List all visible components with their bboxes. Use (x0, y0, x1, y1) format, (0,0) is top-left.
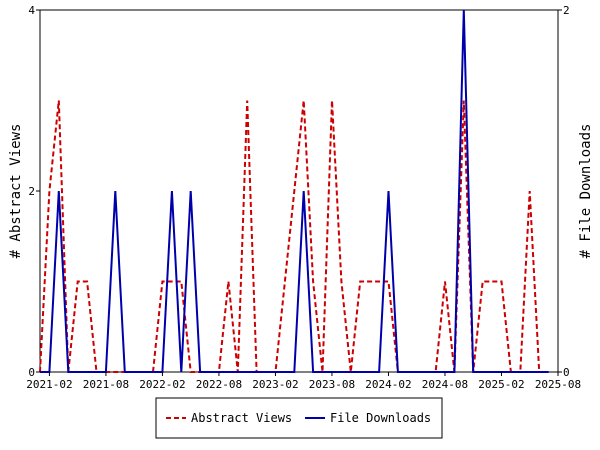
y-left-tick-label: 2 (28, 185, 35, 198)
x-tick-label: 2024-02 (365, 378, 411, 391)
y-axis-left-title: # Abstract Views (8, 124, 24, 259)
legend: Abstract Views File Downloads (155, 397, 443, 439)
y-left-tick-label: 4 (28, 4, 35, 17)
x-tick-label: 2022-02 (139, 378, 185, 391)
plot-area-frame (39, 9, 559, 373)
series-line-file-downloads (40, 9, 549, 373)
x-tick-label: 2023-08 (309, 378, 355, 391)
x-tick-label: 2022-08 (196, 378, 242, 391)
axes-group (39, 9, 559, 373)
x-tick-label: 2021-02 (26, 378, 72, 391)
series-group (39, 9, 549, 373)
y-left-tick-label: 0 (28, 366, 35, 379)
y-right-tick-label: 2 (563, 4, 570, 17)
x-tick-label: 2025-02 (478, 378, 524, 391)
x-tick-label: 2024-08 (422, 378, 468, 391)
x-tick-label: 2025-08 (535, 378, 581, 391)
y-right-tick-label: 0 (563, 366, 570, 379)
x-tick-label: 2021-08 (83, 378, 129, 391)
x-tick-label: 2023-02 (252, 378, 298, 391)
legend-label-file-downloads: File Downloads (330, 411, 431, 425)
legend-label-abstract-views: Abstract Views (191, 411, 292, 425)
y-axis-right-title: # File Downloads (578, 124, 594, 259)
legend-box (155, 397, 443, 439)
ticks-group: 2021-02 2021-08 2022-02 2022-08 2023-02 2023-… (26, 4, 581, 391)
